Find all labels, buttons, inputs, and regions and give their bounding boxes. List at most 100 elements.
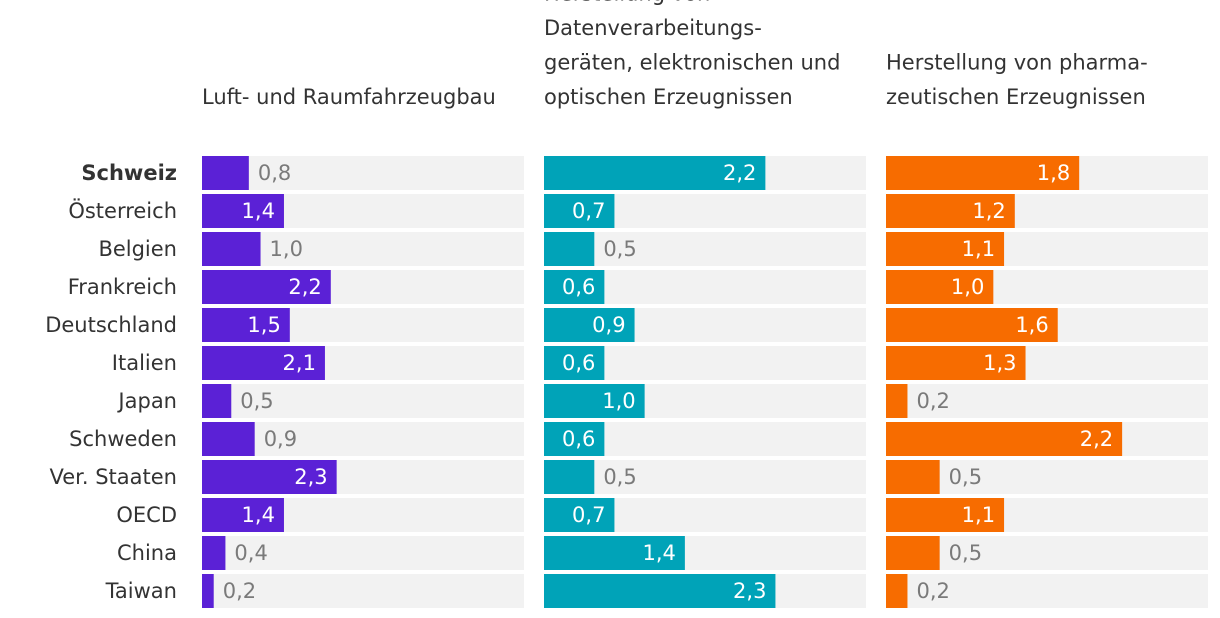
data-label: 1,4	[642, 541, 675, 565]
bar	[544, 194, 615, 228]
bar	[544, 270, 605, 304]
data-label: 0,6	[562, 427, 595, 451]
category-label: Italien	[112, 351, 177, 375]
bar	[202, 422, 255, 456]
category-label: OECD	[116, 503, 177, 527]
bar	[544, 232, 595, 266]
bar	[202, 308, 290, 342]
bar-track	[202, 422, 524, 456]
bar	[202, 346, 325, 380]
bar	[544, 308, 635, 342]
category-label: Frankreich	[68, 275, 177, 299]
data-label: 0,9	[592, 313, 625, 337]
bar-track	[544, 460, 866, 494]
bar	[886, 232, 1005, 266]
bar-track	[886, 384, 1208, 418]
bar	[202, 156, 249, 190]
data-label: 0,2	[916, 579, 949, 603]
bar	[544, 156, 766, 190]
bar	[886, 460, 940, 494]
bar	[886, 270, 994, 304]
data-label: 1,0	[951, 275, 984, 299]
bar	[886, 498, 1005, 532]
category-label: Belgien	[98, 237, 177, 261]
bar-track	[886, 574, 1208, 608]
bar	[202, 270, 331, 304]
panel-title: Herstellung von	[544, 0, 710, 6]
bar	[202, 460, 337, 494]
bar-track	[202, 536, 524, 570]
bar	[886, 346, 1026, 380]
data-label: 1,0	[270, 237, 303, 261]
bar	[202, 232, 261, 266]
data-label: 0,8	[258, 161, 291, 185]
data-label: 2,2	[1080, 427, 1113, 451]
data-label: 0,5	[603, 465, 636, 489]
bar-track	[202, 384, 524, 418]
bar	[544, 384, 645, 418]
bar-track	[202, 156, 524, 190]
data-label: 0,2	[223, 579, 256, 603]
data-label: 0,7	[572, 199, 605, 223]
bar	[544, 460, 595, 494]
data-label: 0,9	[264, 427, 297, 451]
category-label: Japan	[116, 389, 177, 413]
category-label: Deutschland	[45, 313, 177, 337]
data-label: 1,0	[602, 389, 635, 413]
data-label: 0,6	[562, 351, 595, 375]
data-label: 1,8	[1037, 161, 1070, 185]
bar	[886, 536, 940, 570]
panel-title: Luft- und Raumfahrzeugbau	[202, 85, 496, 109]
data-label: 2,1	[283, 351, 316, 375]
data-label: 1,4	[242, 503, 275, 527]
bar	[886, 156, 1080, 190]
panel-title: Herstellung von pharma-	[886, 51, 1148, 75]
data-label: 0,6	[562, 275, 595, 299]
data-label: 1,1	[962, 237, 995, 261]
bar	[886, 308, 1058, 342]
bar	[202, 498, 284, 532]
category-label: Ver. Staaten	[50, 465, 177, 489]
bar	[544, 536, 685, 570]
category-label: China	[117, 541, 177, 565]
data-label: 1,3	[983, 351, 1016, 375]
data-label: 2,3	[294, 465, 327, 489]
data-label: 1,1	[962, 503, 995, 527]
bar-track	[544, 232, 866, 266]
data-label: 0,5	[240, 389, 273, 413]
panel-title: Datenverarbeitungs-	[544, 16, 762, 40]
data-label: 2,2	[723, 161, 756, 185]
data-label: 0,5	[603, 237, 636, 261]
category-label: Schweiz	[81, 161, 177, 185]
data-label: 0,5	[949, 541, 982, 565]
panel-title: zeutischen Erzeugnissen	[886, 85, 1146, 109]
panel-title: optischen Erzeugnissen	[544, 85, 793, 109]
bar	[202, 536, 226, 570]
bar	[886, 422, 1123, 456]
category-label: Taiwan	[105, 579, 177, 603]
panel-title: geräten, elektronischen und	[544, 51, 840, 75]
data-label: 0,2	[916, 389, 949, 413]
bar	[544, 422, 605, 456]
category-label: Österreich	[68, 198, 177, 223]
data-label: 2,2	[288, 275, 321, 299]
data-label: 2,3	[733, 579, 766, 603]
bar	[886, 574, 908, 608]
data-label: 1,6	[1015, 313, 1048, 337]
data-label: 1,4	[242, 199, 275, 223]
bar	[886, 194, 1015, 228]
data-label: 0,7	[572, 503, 605, 527]
bar	[544, 498, 615, 532]
data-label: 1,2	[972, 199, 1005, 223]
category-label: Schweden	[69, 427, 177, 451]
bar	[544, 346, 605, 380]
bar-track	[202, 574, 524, 608]
bar	[886, 384, 908, 418]
bar	[202, 574, 214, 608]
data-label: 0,4	[234, 541, 267, 565]
bar	[202, 194, 284, 228]
bar	[202, 384, 232, 418]
data-label: 1,5	[247, 313, 280, 337]
data-label: 0,5	[949, 465, 982, 489]
